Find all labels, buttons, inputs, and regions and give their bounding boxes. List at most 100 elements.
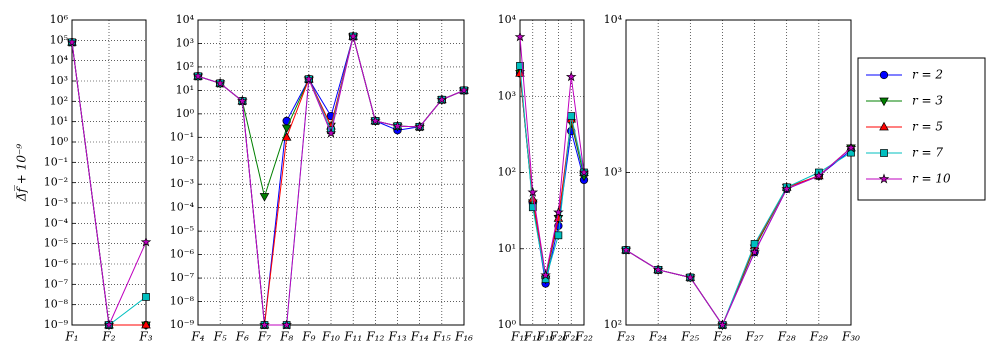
- x-tick-label: F₂₆: [712, 330, 731, 344]
- series-line: [519, 73, 585, 276]
- marker: [458, 84, 470, 95]
- marker: [282, 116, 291, 126]
- x-tick-label: F₂₅: [680, 330, 699, 344]
- series-line: [71, 42, 146, 326]
- marker: [514, 31, 526, 42]
- marker: [370, 115, 381, 126]
- x-tick-label: F₁₉: [536, 330, 555, 344]
- y-tick-label: 10⁻⁵: [44, 237, 68, 250]
- marker: [436, 94, 448, 105]
- marker: [103, 319, 115, 330]
- y-tick-label: 10¹: [498, 242, 516, 255]
- marker: [845, 142, 857, 153]
- marker: [142, 293, 150, 301]
- marker: [540, 269, 551, 280]
- x-tick-label: F₂₀: [548, 330, 567, 344]
- y-tick-label: 10⁻²: [170, 154, 194, 167]
- y-tick-label: 10⁻⁴: [44, 216, 69, 229]
- legend-label: r = 7: [912, 146, 943, 160]
- legend-marker: [879, 70, 889, 80]
- y-tick-label: 10⁵: [50, 33, 68, 46]
- series-line: [519, 36, 585, 276]
- marker: [281, 319, 292, 330]
- marker: [528, 203, 537, 212]
- marker: [325, 127, 337, 138]
- y-tick-label: 10⁻¹: [44, 155, 68, 168]
- y-tick-label: 10⁻⁴: [170, 201, 195, 214]
- y-tick-label: 10⁻⁶: [170, 248, 195, 261]
- y-tick-label: 10⁻⁷: [170, 271, 195, 284]
- y-tick-label: 10⁰: [498, 318, 517, 331]
- x-tick-label: F₂: [101, 330, 115, 344]
- marker: [554, 231, 563, 240]
- y-tick-label: 10⁻⁸: [170, 295, 195, 308]
- marker: [578, 166, 590, 178]
- legend-label: r = 2: [912, 68, 943, 82]
- marker: [652, 264, 664, 275]
- y-tick-label: 10⁶: [50, 13, 69, 26]
- marker: [347, 30, 359, 41]
- y-tick-label: 10⁻⁸: [44, 298, 69, 311]
- y-tick-label: 10³: [498, 89, 516, 102]
- series-line: [71, 42, 146, 326]
- y-tick-label: 10⁰: [176, 107, 195, 120]
- x-tick-label: F₂₃: [616, 330, 635, 344]
- plot-frame: [625, 19, 852, 326]
- marker: [749, 246, 760, 257]
- y-tick-label: 10²: [50, 94, 68, 107]
- x-tick-label: F₁₂: [365, 330, 384, 344]
- x-tick-label: F₁₆: [454, 330, 473, 344]
- marker: [214, 77, 226, 88]
- series-line: [71, 42, 147, 326]
- y-tick-label: 10⁻¹: [170, 130, 194, 143]
- marker: [515, 68, 525, 77]
- y-tick-label: 10⁻⁶: [44, 257, 69, 270]
- y-tick-label: 10⁻³: [44, 196, 68, 209]
- series-line: [625, 147, 852, 327]
- legend-marker: [880, 149, 888, 157]
- y-tick-label: 10⁻²: [44, 176, 68, 189]
- marker: [553, 206, 564, 217]
- y-tick-label: 10¹: [176, 83, 194, 96]
- marker: [717, 319, 728, 330]
- y-tick-label: 10⁻⁵: [170, 224, 194, 237]
- marker: [567, 112, 576, 120]
- marker: [192, 70, 204, 81]
- x-tick-label: F₈: [279, 330, 293, 344]
- marker: [281, 124, 292, 134]
- x-tick-label: F₁₅: [432, 330, 451, 344]
- y-tick-label: 10³: [176, 36, 194, 49]
- series-line: [71, 42, 146, 326]
- marker: [516, 62, 524, 70]
- x-tick-label: F₃: [138, 330, 152, 344]
- legend-marker: [878, 173, 890, 184]
- marker: [620, 244, 632, 255]
- y-tick-label: 10¹: [50, 115, 68, 128]
- y-tick-label: 10²: [498, 166, 516, 179]
- x-tick-label: F₇: [257, 330, 271, 344]
- y-tick-label: 10⁴: [604, 13, 623, 26]
- y-tick-label: 10⁰: [50, 135, 69, 148]
- marker: [66, 36, 78, 47]
- legend-label: r = 10: [912, 172, 951, 186]
- legend-marker: [879, 121, 889, 131]
- marker: [565, 71, 577, 82]
- x-tick-label: F₁₁: [343, 330, 362, 344]
- x-tick-label: F₁: [64, 330, 78, 344]
- x-tick-label: F₃₀: [841, 330, 860, 344]
- marker: [259, 193, 270, 202]
- y-tick-label: 10⁴: [176, 13, 195, 26]
- marker: [140, 236, 152, 247]
- y-tick-label: 10⁻³: [170, 177, 194, 190]
- x-tick-label: F₅: [213, 330, 227, 344]
- marker: [392, 120, 403, 131]
- legend-label: r = 3: [912, 94, 943, 108]
- marker: [237, 95, 248, 106]
- legend-label: r = 5: [912, 120, 943, 134]
- marker: [414, 121, 425, 132]
- marker: [141, 319, 151, 329]
- legend-box: [857, 57, 986, 201]
- series-line: [519, 65, 585, 280]
